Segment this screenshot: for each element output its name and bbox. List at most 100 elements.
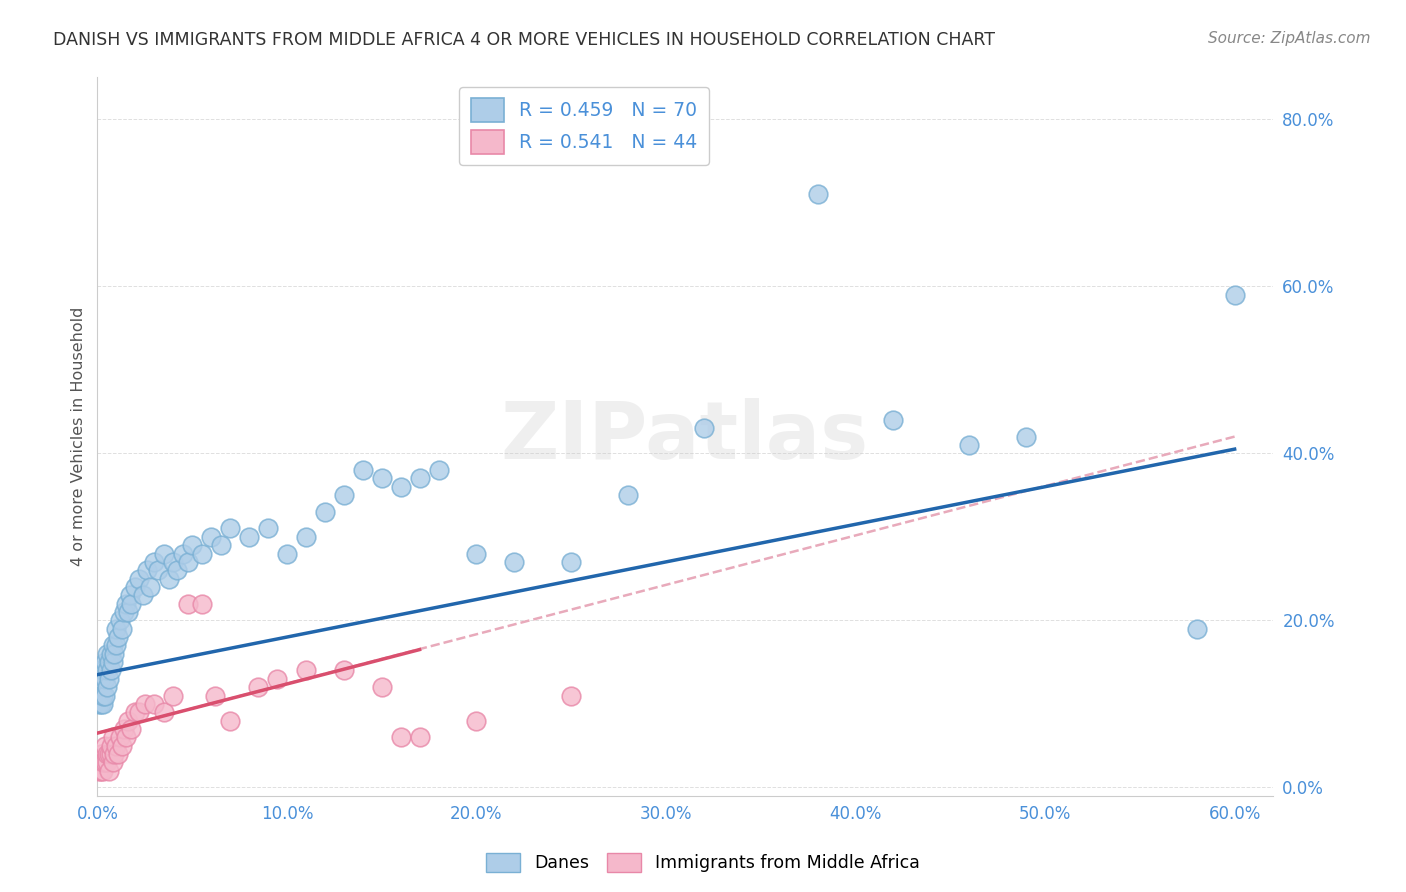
Point: [1015, 429, 1038, 443]
Point: [295, 664, 318, 678]
Point: [105, 639, 128, 653]
Point: [128, 572, 150, 586]
Point: [389, 731, 412, 745]
Point: [408, 471, 430, 485]
Point: [370, 471, 392, 485]
Point: [503, 555, 526, 569]
Point: [181, 538, 204, 552]
Point: [94, 655, 117, 669]
Point: [91, 697, 114, 711]
Point: [128, 705, 150, 719]
Point: [190, 597, 212, 611]
Point: [209, 538, 232, 552]
Legend: Danes, Immigrants from Middle Africa: Danes, Immigrants from Middle Africa: [479, 846, 927, 879]
Point: [177, 597, 200, 611]
Point: [101, 655, 124, 669]
Point: [1185, 622, 1208, 636]
Point: [266, 672, 288, 686]
Point: [957, 438, 980, 452]
Point: [408, 731, 430, 745]
Point: [100, 664, 122, 678]
Point: [101, 756, 124, 770]
Point: [134, 697, 156, 711]
Point: [352, 463, 374, 477]
Point: [1223, 287, 1246, 301]
Point: [219, 521, 242, 535]
Point: [117, 714, 139, 728]
Point: [427, 463, 450, 477]
Point: [332, 664, 354, 678]
Point: [295, 530, 318, 544]
Point: [90, 764, 112, 778]
Point: [135, 563, 157, 577]
Point: [162, 555, 184, 569]
Point: [114, 731, 136, 745]
Point: [91, 756, 114, 770]
Point: [91, 664, 114, 678]
Point: [108, 613, 131, 627]
Point: [121, 722, 143, 736]
Point: [117, 605, 139, 619]
Point: [121, 597, 143, 611]
Point: [89, 764, 111, 778]
Point: [91, 689, 114, 703]
Point: [90, 672, 112, 686]
Point: [90, 747, 112, 761]
Point: [114, 597, 136, 611]
Point: [162, 689, 184, 703]
Point: [100, 647, 122, 661]
Point: [112, 722, 135, 736]
Point: [107, 747, 129, 761]
Point: [100, 739, 122, 753]
Point: [190, 547, 212, 561]
Point: [108, 731, 131, 745]
Point: [152, 705, 174, 719]
Point: [89, 697, 111, 711]
Point: [118, 588, 141, 602]
Point: [112, 605, 135, 619]
Point: [219, 714, 242, 728]
Point: [107, 630, 129, 644]
Point: [560, 555, 582, 569]
Point: [177, 555, 200, 569]
Point: [882, 413, 904, 427]
Point: [103, 647, 125, 661]
Point: [96, 756, 118, 770]
Point: [617, 488, 640, 502]
Point: [94, 739, 117, 753]
Point: [157, 572, 180, 586]
Point: [96, 680, 118, 694]
Point: [238, 530, 260, 544]
Point: [257, 521, 280, 535]
Point: [100, 747, 122, 761]
Point: [247, 680, 270, 694]
Point: [389, 480, 412, 494]
Point: [204, 689, 226, 703]
Point: [124, 580, 146, 594]
Point: [693, 421, 716, 435]
Legend: R = 0.459   N = 70, R = 0.541   N = 44: R = 0.459 N = 70, R = 0.541 N = 44: [460, 87, 709, 165]
Point: [314, 505, 336, 519]
Point: [370, 680, 392, 694]
Point: [172, 547, 194, 561]
Point: [132, 588, 155, 602]
Point: [166, 563, 188, 577]
Point: [97, 747, 120, 761]
Point: [96, 647, 118, 661]
Point: [101, 731, 124, 745]
Point: [465, 714, 488, 728]
Point: [146, 563, 169, 577]
Point: [143, 697, 166, 711]
Point: [276, 547, 298, 561]
Point: [97, 764, 120, 778]
Y-axis label: 4 or more Vehicles in Household: 4 or more Vehicles in Household: [72, 307, 86, 566]
Point: [94, 689, 117, 703]
Text: ZIPatlas: ZIPatlas: [501, 398, 869, 475]
Point: [97, 672, 120, 686]
Point: [105, 739, 128, 753]
Text: DANISH VS IMMIGRANTS FROM MIDDLE AFRICA 4 OR MORE VEHICLES IN HOUSEHOLD CORRELAT: DANISH VS IMMIGRANTS FROM MIDDLE AFRICA …: [53, 31, 995, 49]
Point: [111, 739, 134, 753]
Point: [103, 747, 125, 761]
Point: [90, 697, 112, 711]
Point: [94, 672, 117, 686]
